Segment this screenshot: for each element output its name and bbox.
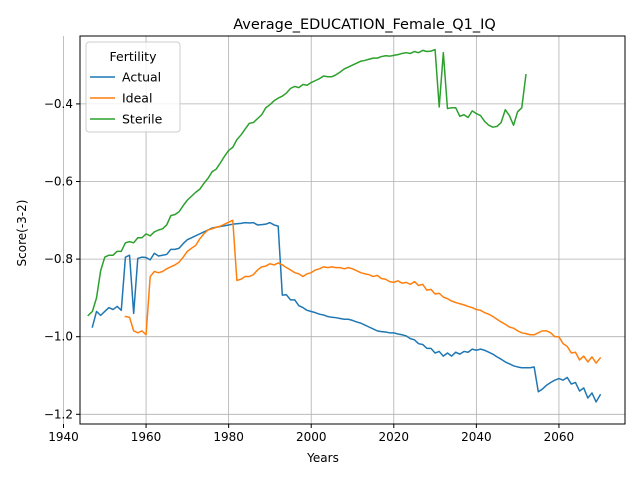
axis-ticks: 1940 1960 1980 2000 2020 2040 2060 −1.2 −1.0 −0.8… <box>44 97 574 444</box>
plot-frame <box>79 35 626 425</box>
x-tick-label: 2040 <box>461 430 492 444</box>
x-tick-label: 2000 <box>296 430 327 444</box>
x-tick-label: 2020 <box>379 430 410 444</box>
y-axis-label: Score(-3-2) <box>15 200 29 267</box>
x-tick-label: 1980 <box>213 430 244 444</box>
y-tick-label: −0.6 <box>44 175 73 189</box>
chart-title: Average_EDUCATION_Female_Q1_IQ <box>233 17 496 33</box>
x-tick-label: 1960 <box>131 430 162 444</box>
y-tick-label: −0.4 <box>44 97 73 111</box>
series-lines <box>87 48 602 403</box>
legend-title: Fertility <box>110 49 158 64</box>
legend-label-ideal: Ideal <box>122 91 152 106</box>
x-tick-label: 1940 <box>48 430 79 444</box>
x-axis-label: Years <box>306 451 339 465</box>
y-tick-label: −1.0 <box>44 330 73 344</box>
legend: Fertility Actual Ideal Sterile <box>85 41 181 133</box>
legend-box <box>85 41 181 133</box>
x-tick-label: 2060 <box>544 430 575 444</box>
legend-entries: Actual Ideal Sterile <box>90 70 163 127</box>
legend-label-actual: Actual <box>122 70 161 85</box>
y-tick-label: −1.2 <box>44 407 73 421</box>
series-line-actual <box>91 221 602 403</box>
series-line-ideal <box>124 219 602 364</box>
legend-label-sterile: Sterile <box>122 112 163 127</box>
y-tick-label: −0.8 <box>44 252 73 266</box>
series-line-sterile <box>87 48 527 317</box>
